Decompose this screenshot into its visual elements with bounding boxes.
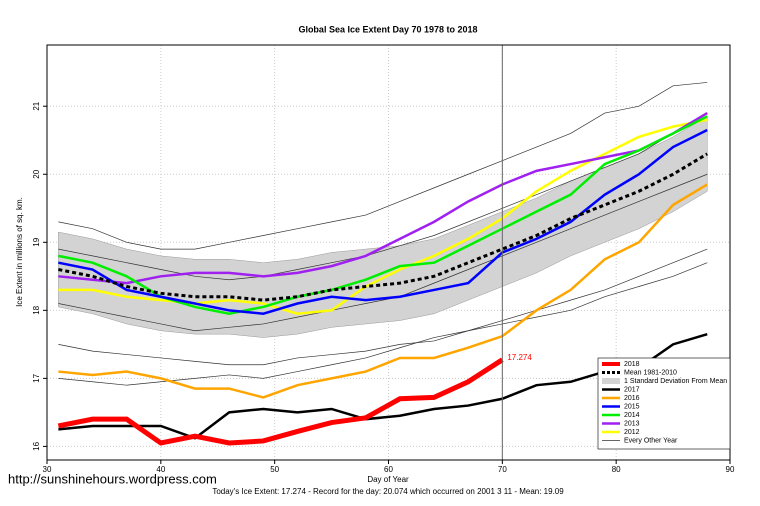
series-line: [58, 118, 708, 315]
series-line: [58, 111, 708, 285]
legend-label: 2017: [624, 386, 640, 393]
legend-swatch: [602, 378, 620, 384]
x-tick-label: 90: [726, 465, 735, 474]
y-tick-label: 17: [32, 373, 41, 382]
plot-frame: [46, 44, 731, 461]
y-tick-label: 19: [32, 237, 41, 246]
x-tick-label: 50: [270, 465, 279, 474]
y-tick-label: 20: [32, 169, 41, 178]
legend-label: 2012: [624, 429, 640, 436]
series-line: [58, 128, 708, 315]
other-year-line: [58, 173, 708, 332]
legend-label: 2015: [624, 403, 640, 410]
legend-label: 2014: [624, 412, 640, 419]
series-line: [57, 357, 504, 446]
x-tick-label: 40: [156, 465, 165, 474]
watermark: http://sunshinehours.wordpress.com: [8, 471, 217, 486]
y-tick-label: 18: [32, 305, 41, 314]
other-year-line: [58, 262, 708, 366]
x-tick-label: 30: [43, 465, 52, 474]
other-year-line: [58, 82, 708, 250]
x-tick-label: 80: [612, 465, 621, 474]
legend-label: 2013: [624, 420, 640, 427]
x-tick-label: 60: [384, 465, 393, 474]
y-tick-label: 21: [32, 101, 41, 110]
x-axis-label: Day of Year: [367, 475, 409, 484]
legend-label: Mean 1981-2010: [624, 369, 677, 376]
legend-label: 2018: [624, 361, 640, 368]
y-tick-label: 16: [32, 441, 41, 450]
y-axis-label: Ice Extent in millions of sq. km.: [15, 197, 24, 307]
legend-label: Every Other Year: [624, 437, 678, 444]
legend-label: 2016: [624, 395, 640, 402]
chart-title: Global Sea Ice Extent Day 70 1978 to 201…: [298, 24, 477, 34]
footer: Today's Ice Extent: 17.274 - Record for …: [212, 487, 564, 496]
end-label: 17.274: [507, 353, 532, 362]
x-tick-label: 70: [498, 465, 507, 474]
legend-label: 1 Standard Deviation From Mean: [624, 378, 727, 385]
series-line: [58, 183, 708, 399]
std-band: [58, 115, 708, 338]
